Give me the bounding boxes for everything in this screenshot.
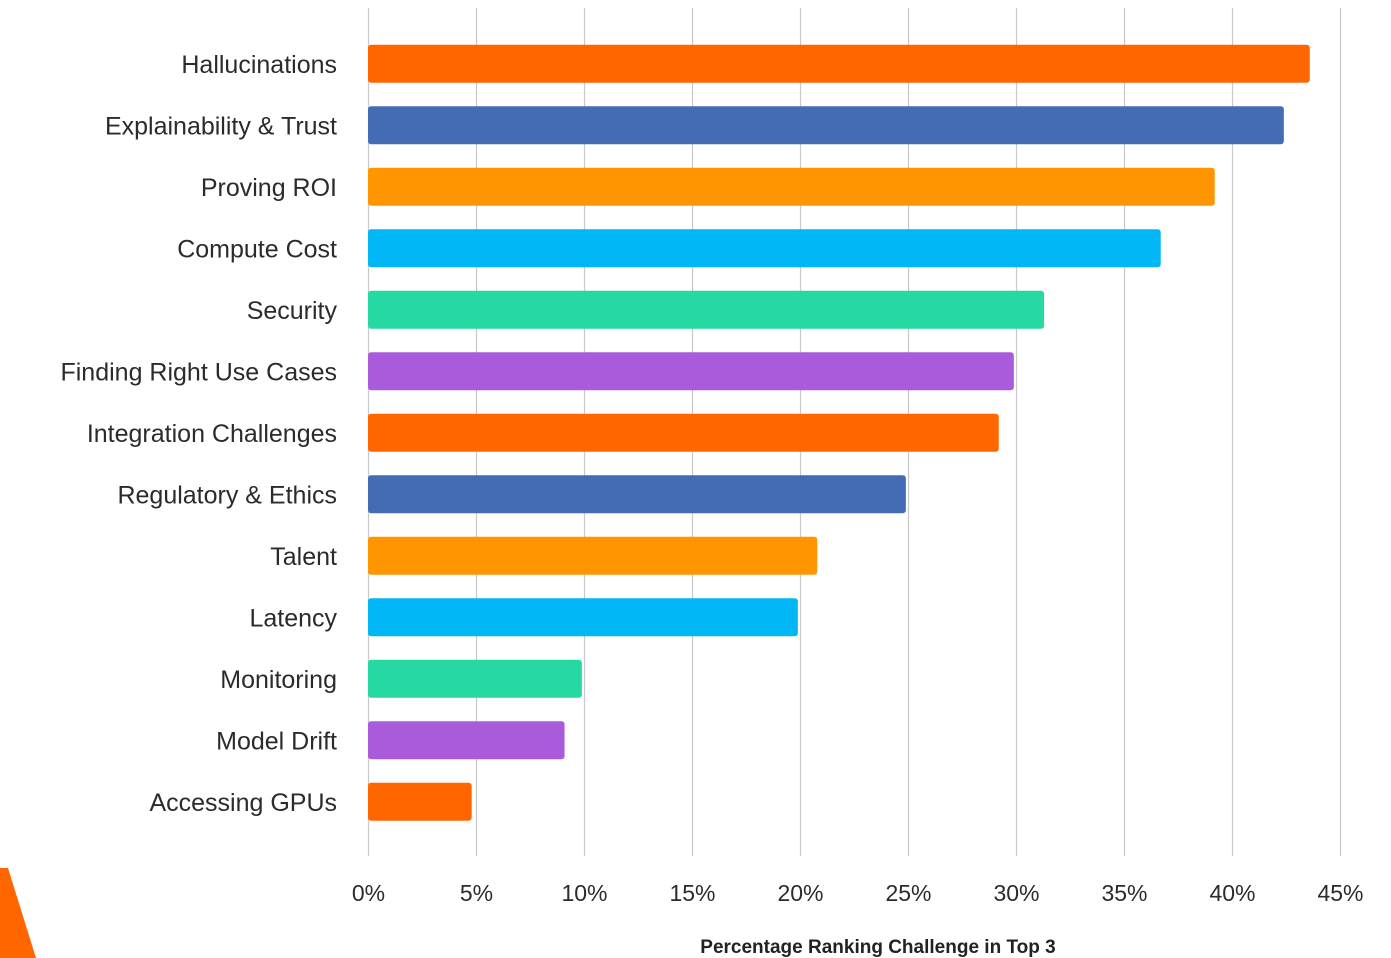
bar [368, 721, 565, 760]
bar [368, 536, 818, 575]
bar [368, 475, 906, 514]
x-axis-title: Percentage Ranking Challenge in Top 3 [700, 937, 1055, 958]
bar [368, 598, 798, 637]
x-tick-label: 45% [1317, 880, 1363, 906]
x-tick-label: 0% [352, 880, 385, 906]
category-label: Hallucinations [181, 51, 337, 79]
bar [368, 659, 582, 698]
x-tick-label: 35% [1101, 880, 1147, 906]
x-tick-label: 40% [1209, 880, 1255, 906]
corner-accent-shape [0, 868, 36, 958]
category-label: Model Drift [216, 727, 337, 755]
x-tick-labels: 0% 5% 10% 15% 20% 25% 30% 35% 40% 45% [352, 880, 1364, 906]
category-labels: Hallucinations Explainability & Trust Prov… [60, 51, 337, 817]
category-label: Explainability & Trust [105, 112, 337, 140]
x-tick-label: 30% [993, 880, 1039, 906]
bar [368, 167, 1215, 206]
category-label: Talent [270, 543, 337, 571]
category-label: Integration Challenges [87, 420, 337, 448]
category-label: Latency [249, 604, 337, 632]
category-label: Accessing GPUs [149, 789, 337, 817]
bar [368, 44, 1310, 83]
bars [368, 44, 1310, 821]
category-label: Finding Right Use Cases [60, 358, 337, 386]
x-tick-label: 10% [561, 880, 607, 906]
category-label: Monitoring [220, 666, 337, 694]
bar [368, 229, 1161, 268]
bar [368, 413, 999, 452]
category-label: Regulatory & Ethics [117, 481, 337, 509]
x-tick-label: 5% [460, 880, 493, 906]
category-label: Compute Cost [177, 235, 337, 263]
bar [368, 106, 1284, 145]
bar [368, 782, 472, 821]
x-tick-label: 20% [777, 880, 823, 906]
x-tick-label: 15% [669, 880, 715, 906]
bar [368, 352, 1014, 391]
category-label: Proving ROI [201, 174, 337, 202]
bar [368, 290, 1045, 329]
category-label: Security [247, 297, 338, 325]
x-tick-label: 25% [885, 880, 931, 906]
